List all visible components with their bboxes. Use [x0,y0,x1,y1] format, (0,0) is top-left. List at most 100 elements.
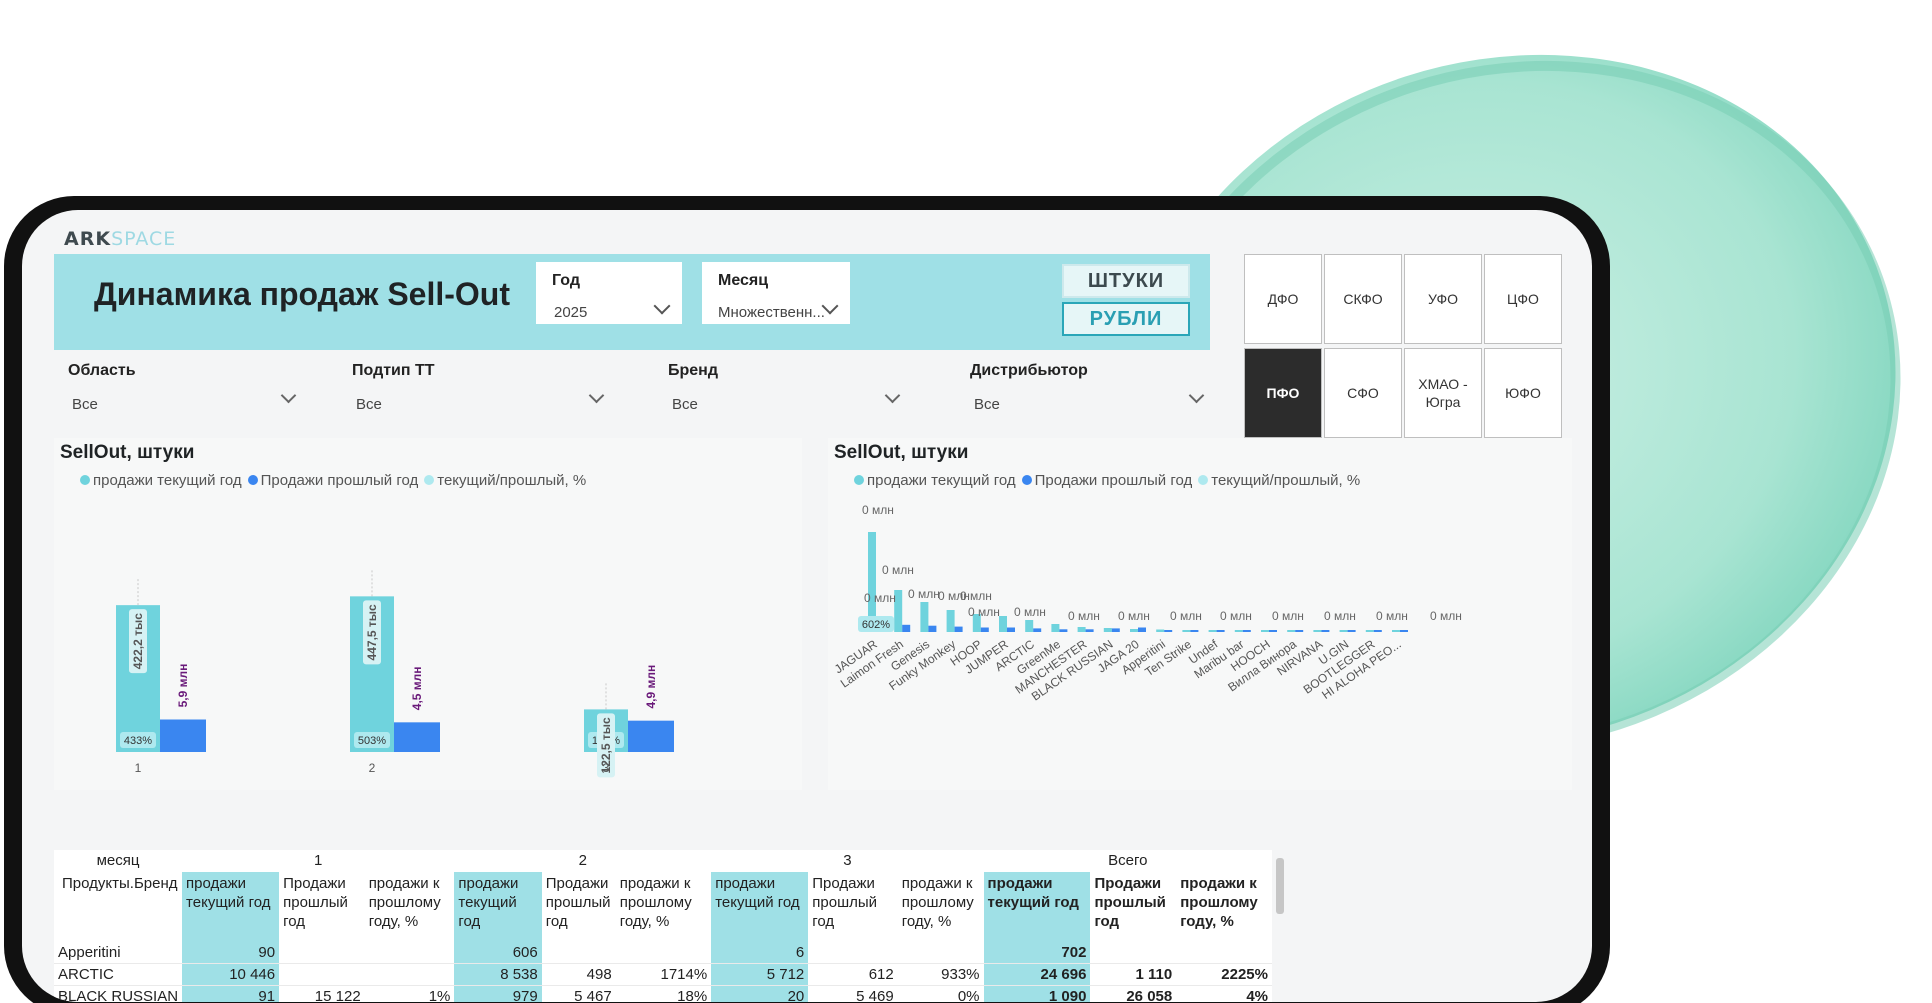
measure-header: продажи текущий год [182,872,280,942]
chevron-down-icon[interactable] [588,387,605,404]
value-label: 0 млн [1376,609,1408,623]
bar-previous [980,627,989,632]
value-cell [897,942,984,964]
year-slicer[interactable]: Год 2025 [536,262,682,324]
filter-value: Все [356,396,382,413]
filter-oblast[interactable]: Область Все [68,350,300,418]
bar-previous [1007,627,1015,632]
bar-current [1287,630,1296,632]
bar-current [1339,630,1348,632]
chart-panel-months: SellOut, штуки продажи текущий год Прода… [54,438,802,790]
filter-label: Дистрибьютор [970,362,1088,379]
month-slicer[interactable]: Месяц Множественн... [702,262,850,324]
table-scrollbar[interactable] [1276,858,1284,914]
value-label: 0 млн [968,605,1000,619]
value-label-previous: 4,9 млн [644,665,658,709]
brand-cell: Apperitini [54,942,183,964]
legend-item: текущий/прошлый, % [424,472,586,489]
bar-current [1208,630,1217,632]
row-header-label: месяц [96,852,140,869]
legend-dot-icon [80,475,90,485]
region-tile-sfo[interactable]: СФО [1324,348,1402,438]
chevron-down-icon[interactable] [884,387,901,404]
legend-dot-icon [424,475,435,485]
tick-label: 3 [603,761,610,775]
bar-previous [1400,630,1408,632]
table-row[interactable]: ARCTIC 10 446 8 538 498 1714% 5 712 612 933% 24 … [54,963,1272,986]
value-cell [808,942,898,964]
region-tile-skfo[interactable]: СКФО [1324,254,1402,344]
value-cell: 4% [1176,985,1272,1002]
value-cell: 0% [897,985,984,1002]
bar-previous [1321,630,1330,632]
value-label-current: 422,2 тыс [131,613,145,669]
rubles-button[interactable]: РУБЛИ [1062,302,1190,336]
value-cell: 15 122 [279,985,365,1002]
bar-previous [1164,630,1173,632]
chevron-down-icon[interactable] [1188,387,1205,404]
ratio-label: 433% [124,735,152,747]
group-header: 2 [578,852,587,869]
value-label: 0 млн [1170,609,1202,623]
measure-header: Продажи прошлый год [812,875,878,930]
value-cell: 5 712 [711,963,809,986]
value-label: 0 млн [1068,609,1100,623]
bar-current [894,590,903,632]
chart-title: SellOut, штуки [60,442,195,463]
value-cell: 1 110 [1090,963,1177,986]
bar-previous [1295,630,1304,632]
value-cell: 979 [454,985,542,1002]
value-cell: 1% [364,985,455,1002]
legend-dot-icon [247,475,258,485]
month-slicer-value: Множественн... [718,304,825,321]
filter-label: Область [68,362,136,379]
bar-previous [394,722,440,752]
region-tile-dfo[interactable]: ДФО [1244,254,1322,344]
value-label-previous: 5,9 млн [176,664,190,708]
value-label-previous: 4,5 млн [410,666,424,710]
bar-previous [928,625,937,632]
filter-distributor[interactable]: Дистрибьютор Все [970,350,1208,418]
chevron-down-icon[interactable] [653,297,671,315]
region-tile-hmao[interactable]: ХМАО - Югра [1404,348,1482,438]
table-row[interactable]: BLACK RUSSIAN 91 15 122 1% 979 5 467 18% 20 5 46… [54,985,1272,1002]
bar-previous [160,719,206,752]
filter-subtype[interactable]: Подтип ТТ Все [352,350,608,418]
chevron-down-icon[interactable] [280,387,297,404]
filter-value: Все [72,396,98,413]
value-cell: 90 [182,942,280,964]
measure-header: Продажи прошлый год [1094,875,1166,930]
bar-previous [628,720,674,752]
legend-item: продажи текущий год [854,472,1016,489]
legend-dot-icon [854,475,864,485]
region-tile-pfo[interactable]: ПФО [1244,348,1322,438]
value-cell [1090,942,1177,964]
bar-current [1392,630,1400,632]
page-title: Динамика продаж Sell-Out [94,276,510,312]
matrix-table[interactable]: месяц 1 2 3 Всего Продукты.Бренд продажи… [54,850,1272,1002]
months-bar-chart: 433% 422,2 тыс 5,9 млн 1 503% 447,5 тыс 4,5 мл… [116,570,674,778]
legend-dot-icon [1021,475,1032,485]
region-tile-cfo[interactable]: ЦФО [1484,254,1562,344]
region-tile-yufo[interactable]: ЮФО [1484,348,1562,438]
group-header: 1 [314,852,323,869]
value-cell: 26 058 [1090,985,1177,1002]
value-label-current: 122,5 тыс [599,717,613,773]
group-header-total: Всего [1108,852,1148,869]
table-row[interactable]: Apperitini 90 606 6 702 [54,942,1272,964]
ratio-badge [120,732,156,748]
region-tile-ufo[interactable]: УФО [1404,254,1482,344]
bar-current [1234,630,1243,632]
value-label: 0 млн [960,589,992,603]
filter-brand[interactable]: Бренд Все [668,350,904,418]
chart-panel-brands: SellOut, штуки продажи текущий год Прода… [828,438,1572,790]
value-cell: 1 090 [983,985,1091,1002]
value-cell: 91 [182,985,280,1002]
measure-header: продажи текущий год [983,872,1091,942]
value-label: 0 млн [938,589,970,603]
value-label: 0 млн [1118,609,1150,623]
bar-previous [954,626,963,632]
pieces-button[interactable]: ШТУКИ [1062,264,1190,298]
chart-title: SellOut, штуки [834,442,969,463]
